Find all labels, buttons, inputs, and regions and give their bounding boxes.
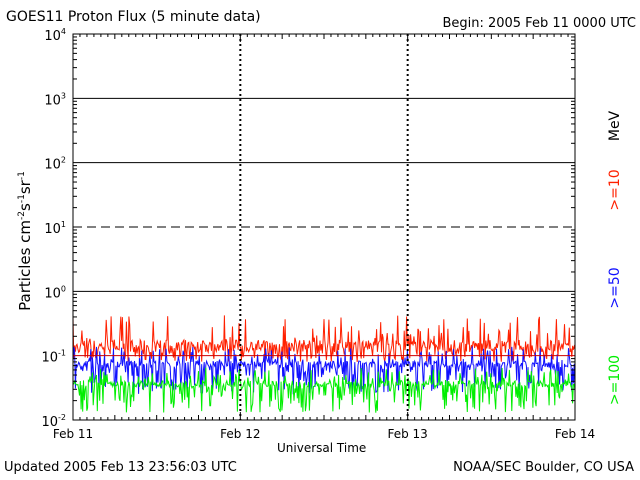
y-axis-label: Particles cm-2s-1sr-1 <box>16 171 34 311</box>
legend-ge10: >=10 <box>607 169 623 211</box>
begin-time: Begin: 2005 Feb 11 0000 UTC <box>442 16 636 31</box>
x-tick-label: Feb 13 <box>387 427 427 441</box>
legend-ge50: >=50 <box>607 267 623 309</box>
updated-time: Updated 2005 Feb 13 23:56:03 UTC <box>4 460 237 475</box>
x-tick-label: Feb 12 <box>220 427 260 441</box>
x-tick-label: Feb 11 <box>53 427 93 441</box>
y-tick-label: 101 <box>44 220 66 237</box>
y-tick-label: 10-2 <box>41 413 66 430</box>
y-tick-label: 103 <box>44 91 66 108</box>
legend-unit: MeV <box>607 110 623 142</box>
y-tick-label: 104 <box>44 27 66 44</box>
x-tick-label: Feb 14 <box>555 427 595 441</box>
y-tick-label: 102 <box>44 156 66 173</box>
credit: NOAA/SEC Boulder, CO USA <box>453 460 634 475</box>
y-tick-label: 100 <box>44 284 66 301</box>
chart-title: GOES11 Proton Flux (5 minute data) <box>6 9 261 25</box>
series-line-2 <box>72 367 576 413</box>
legend-ge100: >=100 <box>607 354 623 406</box>
x-axis-label: Universal Time <box>277 441 367 455</box>
series-line-0 <box>72 315 576 362</box>
y-tick-label: 10-1 <box>41 349 66 366</box>
